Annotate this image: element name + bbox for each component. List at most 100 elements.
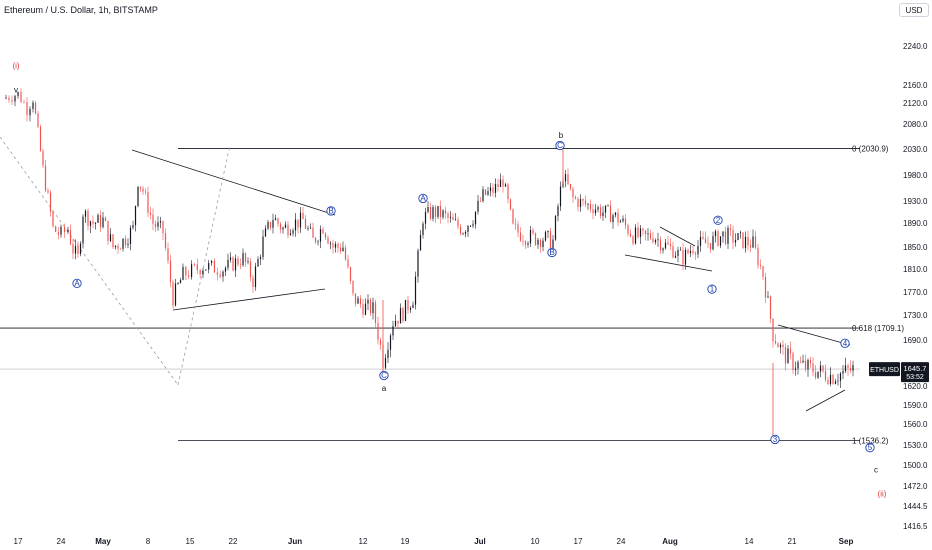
- y-tick-14: 1590.0: [903, 401, 928, 410]
- y-tick-12: 1690.0: [903, 336, 928, 345]
- wave-label-11: 2: [716, 216, 721, 225]
- wave-label-2: A: [74, 279, 80, 288]
- candle-body: [822, 365, 824, 372]
- candle-body: [327, 237, 329, 244]
- candle-body: [210, 260, 213, 264]
- candle-body: [99, 215, 102, 227]
- candle-body: [63, 226, 66, 233]
- candle-body: [624, 218, 627, 226]
- candle-body: [452, 216, 454, 220]
- wave-marker-4: [379, 370, 389, 381]
- candle-body: [239, 264, 242, 266]
- candle-body: [789, 348, 792, 354]
- candle-body: [34, 102, 37, 114]
- x-tick-13: Aug: [662, 537, 678, 546]
- price-axis[interactable]: 2240.0 2160.0 2120.0 2080.0 2030.0 1980.0 1930…: [869, 42, 929, 531]
- candle-body: [294, 219, 297, 231]
- candle-body: [712, 236, 714, 250]
- candle-body: [434, 207, 437, 217]
- candle-body: [282, 227, 284, 230]
- candle-body: [319, 229, 322, 242]
- wave-marker-14: [865, 443, 875, 453]
- y-tick-7: 1890.0: [903, 219, 928, 228]
- candle-body: [213, 260, 216, 273]
- candle-body: [799, 362, 802, 363]
- candle-body: [437, 205, 439, 217]
- candle-body: [159, 221, 162, 223]
- x-tick-3: 8: [146, 537, 151, 546]
- y-tick-17: 1500.0: [903, 461, 928, 470]
- candle-body: [60, 226, 62, 235]
- candle-body: [26, 102, 28, 116]
- candle-body: [277, 218, 279, 224]
- candle-body: [177, 283, 179, 284]
- candle-body: [597, 207, 599, 210]
- candle-body: [699, 236, 702, 246]
- candle-body: [764, 277, 767, 298]
- candle-body: [312, 227, 314, 238]
- candle-body: [577, 198, 579, 207]
- candle-body: [449, 216, 452, 218]
- price-tag-countdown: 53:52: [906, 374, 924, 381]
- candle-body: [164, 233, 167, 249]
- time-axis[interactable]: 17 24 May 8 15 22 Jun 12 19 Jul 10 17 24 Aug 14 21 Sep: [14, 537, 854, 546]
- candle-body: [274, 218, 277, 221]
- candle-body: [334, 243, 337, 248]
- candle-body: [402, 307, 404, 321]
- candle-body: [257, 258, 259, 267]
- candle-body: [814, 372, 817, 378]
- candle-body: [559, 186, 562, 207]
- candle-body: [222, 271, 224, 277]
- candle-body: [42, 150, 44, 166]
- candle-body: [654, 239, 657, 243]
- y-tick-11: 1730.0: [903, 311, 928, 320]
- y-tick-3: 2080.0: [903, 120, 928, 129]
- candle-body: [196, 264, 198, 271]
- x-tick-11: 17: [574, 537, 583, 546]
- candle-body: [829, 374, 832, 384]
- y-tick-2: 2120.0: [903, 99, 928, 108]
- candle-body: [349, 267, 352, 281]
- candle-body: [742, 232, 744, 249]
- candle-body: [422, 223, 424, 236]
- candle-body: [347, 259, 349, 268]
- candle-body: [190, 264, 193, 277]
- currency-button[interactable]: USD: [899, 3, 929, 17]
- candle-body: [272, 220, 274, 228]
- candle-body: [552, 239, 554, 248]
- candle-body: [384, 357, 387, 368]
- candle-body: [817, 371, 819, 378]
- candle-body: [317, 241, 319, 243]
- candle-body: [669, 244, 672, 247]
- candle-body: [52, 211, 54, 227]
- candle-body: [419, 235, 422, 251]
- wave-marker-13: [840, 338, 850, 348]
- candles: [5, 88, 854, 442]
- candle-body: [354, 293, 357, 304]
- trendline-5: [805, 389, 846, 412]
- candle-body: [289, 233, 292, 235]
- candle-body: [329, 243, 332, 245]
- candle-body: [502, 179, 504, 187]
- x-tick-2: May: [95, 537, 111, 546]
- candle-body: [132, 225, 134, 228]
- candle-body: [547, 230, 549, 233]
- trendline-2: [624, 254, 713, 272]
- dashed-guide-1: [177, 144, 231, 386]
- candle-body: [149, 212, 152, 215]
- candle-body: [234, 258, 237, 271]
- candle-body: [129, 227, 132, 244]
- candle-body: [32, 102, 34, 109]
- candle-body: [694, 252, 697, 255]
- candle-body: [454, 219, 457, 221]
- candle-body: [607, 205, 609, 207]
- candle-body: [297, 219, 299, 228]
- candle-body: [664, 242, 667, 249]
- candle-body: [717, 231, 719, 246]
- candle-body: [627, 225, 629, 234]
- candle-body: [389, 335, 392, 350]
- candle-body: [122, 238, 124, 249]
- candle-body: [479, 200, 482, 202]
- candle-body: [369, 299, 372, 314]
